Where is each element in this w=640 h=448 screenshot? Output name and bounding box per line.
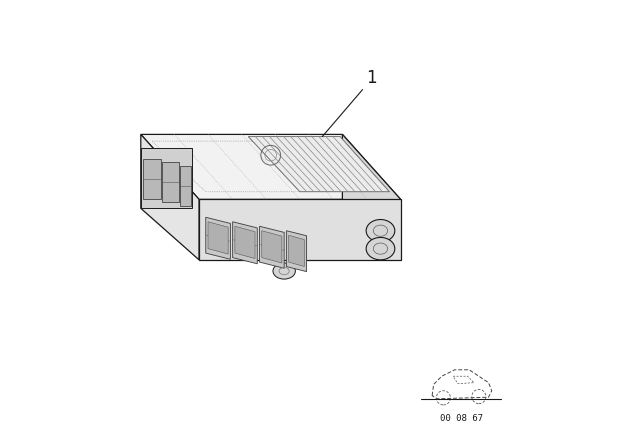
Polygon shape [235, 226, 255, 258]
Polygon shape [342, 134, 401, 260]
Polygon shape [143, 159, 161, 199]
Polygon shape [141, 148, 192, 208]
Polygon shape [163, 162, 179, 202]
Ellipse shape [273, 263, 296, 279]
Polygon shape [260, 226, 284, 268]
Polygon shape [199, 199, 401, 260]
Ellipse shape [366, 220, 395, 242]
Polygon shape [206, 217, 230, 259]
Text: 1: 1 [366, 69, 377, 87]
Polygon shape [262, 231, 282, 263]
Polygon shape [208, 222, 228, 254]
Ellipse shape [366, 237, 395, 260]
Polygon shape [180, 166, 191, 206]
Polygon shape [141, 134, 401, 199]
Polygon shape [248, 137, 389, 192]
Text: 00 08 67: 00 08 67 [440, 414, 483, 423]
Polygon shape [233, 222, 257, 264]
Polygon shape [141, 134, 199, 260]
Polygon shape [289, 235, 305, 267]
Polygon shape [287, 231, 307, 271]
